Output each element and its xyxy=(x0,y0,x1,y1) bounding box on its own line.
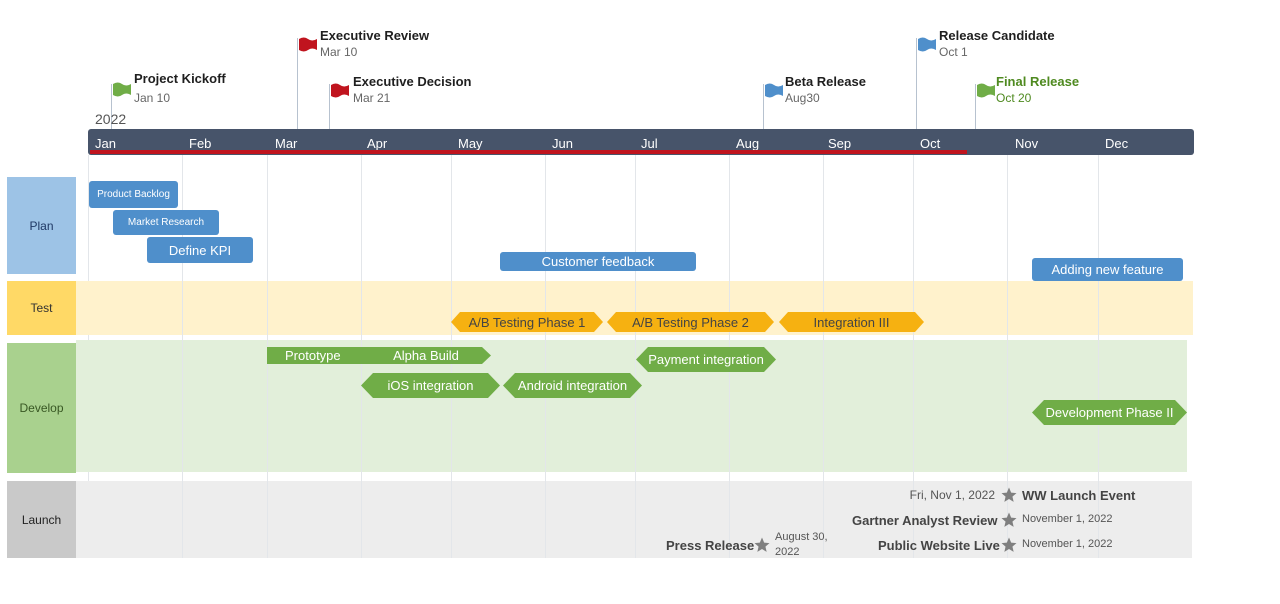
month-label: Dec xyxy=(1105,136,1129,151)
task-label: Prototype xyxy=(285,348,341,363)
task-bar[interactable]: Adding new feature xyxy=(1032,258,1183,281)
milestone-stem xyxy=(297,38,298,129)
red-flag-icon xyxy=(299,37,317,52)
gridline xyxy=(1098,155,1099,558)
month-label: Jan xyxy=(95,136,116,151)
task-arrow[interactable]: Payment integration xyxy=(636,347,776,372)
lane-label-plan: Plan xyxy=(7,177,76,274)
task-arrow[interactable]: Android integration xyxy=(503,373,642,398)
task-bar[interactable]: Market Research xyxy=(113,210,219,235)
task-bar[interactable]: Customer feedback xyxy=(500,252,696,271)
milestone-stem xyxy=(763,84,764,129)
lane-label-develop: Develop xyxy=(7,343,76,473)
milestone-date: Jan 10 xyxy=(134,91,171,105)
milestone-date: Oct 20 xyxy=(996,91,1032,105)
milestone-stem xyxy=(111,84,112,129)
milestone-title: Executive Review xyxy=(320,28,430,43)
milestone-date: Oct 1 xyxy=(939,45,968,59)
milestone-title: Project Kickoff xyxy=(134,71,226,86)
event-date: Fri, Nov 1, 2022 xyxy=(909,488,995,502)
task-bar[interactable]: Prototype xyxy=(267,347,367,364)
milestone-title: Release Candidate xyxy=(939,28,1055,43)
milestone-title: Beta Release xyxy=(785,74,866,89)
month-label: Jun xyxy=(552,136,573,151)
month-label: Oct xyxy=(920,136,941,151)
month-label: May xyxy=(458,136,483,151)
milestone-date: Mar 10 xyxy=(320,45,358,59)
task-bar[interactable]: Product Backlog xyxy=(89,181,178,208)
progress-bar xyxy=(90,150,967,154)
task-arrow[interactable]: Alpha Build xyxy=(361,347,491,364)
green-flag-icon xyxy=(113,82,131,97)
event-title: Press Release xyxy=(666,538,755,553)
lane-label-launch: Launch xyxy=(7,481,76,558)
milestone-title: Executive Decision xyxy=(353,74,472,89)
event-title: WW Launch Event xyxy=(1022,488,1136,503)
green-flag-icon xyxy=(977,83,995,98)
blue-flag-icon xyxy=(765,83,783,98)
blue-flag-icon xyxy=(918,37,936,52)
month-label: Mar xyxy=(275,136,298,151)
milestone-date: Mar 21 xyxy=(353,91,391,105)
gridline xyxy=(635,155,636,558)
month-label: Jul xyxy=(641,136,658,151)
month-label: Nov xyxy=(1015,136,1039,151)
star-icon xyxy=(1001,537,1017,552)
event-date: August 30, xyxy=(775,531,828,543)
milestone-stem xyxy=(329,84,330,129)
month-label: Sep xyxy=(828,136,852,151)
red-flag-icon xyxy=(331,83,349,98)
star-icon xyxy=(754,537,770,552)
milestone-date: Aug30 xyxy=(785,91,820,105)
star-icon xyxy=(1001,512,1017,527)
task-arrow[interactable]: Development Phase II xyxy=(1032,400,1187,425)
event-title: Gartner Analyst Review xyxy=(852,513,998,528)
develop-lane-bg xyxy=(76,340,1187,472)
month-label: Feb xyxy=(189,136,212,151)
event-date: November 1, 2022 xyxy=(1022,538,1113,550)
gridline xyxy=(1007,155,1008,558)
milestone-stem xyxy=(916,38,917,129)
task-arrow[interactable]: A/B Testing Phase 2 xyxy=(607,312,774,332)
task-bar[interactable]: Define KPI xyxy=(147,237,253,263)
gridline xyxy=(182,155,183,558)
star-icon xyxy=(1001,487,1017,502)
event-title: Public Website Live xyxy=(878,538,1000,553)
milestone-stem xyxy=(975,84,976,129)
event-date: 2022 xyxy=(775,546,800,558)
task-arrow[interactable]: Integration III xyxy=(779,312,924,332)
timeline-year: 2022 xyxy=(95,111,127,127)
month-label: Aug xyxy=(736,136,760,151)
month-label: Apr xyxy=(367,136,388,151)
event-date: November 1, 2022 xyxy=(1022,513,1113,525)
gridline xyxy=(913,155,914,558)
task-arrow[interactable]: A/B Testing Phase 1 xyxy=(451,312,603,332)
lane-label-test: Test xyxy=(7,281,76,335)
milestone-title: Final Release xyxy=(996,74,1080,89)
gridline xyxy=(823,155,824,558)
task-arrow[interactable]: iOS integration xyxy=(361,373,500,398)
gridline xyxy=(545,155,546,558)
